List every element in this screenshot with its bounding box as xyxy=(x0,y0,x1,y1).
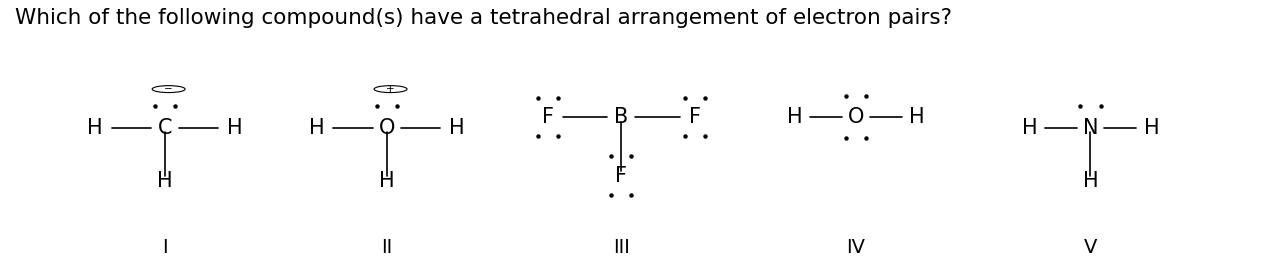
Text: H: H xyxy=(909,107,924,127)
Text: H: H xyxy=(87,118,103,138)
Text: O: O xyxy=(379,118,394,138)
Text: I: I xyxy=(162,238,167,257)
Text: IV: IV xyxy=(847,238,865,257)
Text: C: C xyxy=(157,118,172,138)
Text: +: + xyxy=(387,84,394,94)
Text: H: H xyxy=(449,118,464,138)
Text: F: F xyxy=(689,107,701,127)
Text: H: H xyxy=(309,118,325,138)
Text: H: H xyxy=(787,107,803,127)
Text: F: F xyxy=(615,165,628,186)
Text: H: H xyxy=(1083,171,1098,191)
Text: Which of the following compound(s) have a tetrahedral arrangement of electron pa: Which of the following compound(s) have … xyxy=(15,8,952,28)
Text: H: H xyxy=(1022,118,1037,138)
Text: H: H xyxy=(379,171,394,191)
Text: II: II xyxy=(382,238,392,257)
Text: N: N xyxy=(1083,118,1098,138)
Text: O: O xyxy=(848,107,864,127)
Text: B: B xyxy=(614,107,629,127)
Text: H: H xyxy=(227,118,242,138)
Text: H: H xyxy=(157,171,172,191)
Text: −: − xyxy=(165,84,172,94)
Text: F: F xyxy=(541,107,554,127)
Text: III: III xyxy=(612,238,630,257)
Text: V: V xyxy=(1084,238,1097,257)
Text: H: H xyxy=(1144,118,1159,138)
